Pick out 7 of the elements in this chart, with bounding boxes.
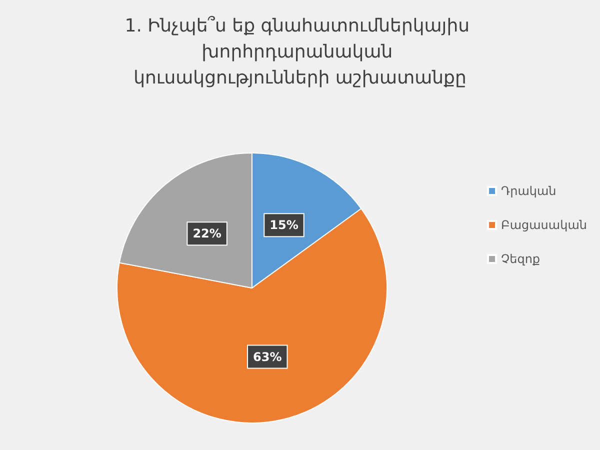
legend-label: Դրական [501, 184, 556, 198]
legend-label: Չեզոք [501, 252, 540, 266]
data-label: 15% [270, 218, 298, 232]
legend-label: Բացասական [501, 218, 588, 232]
data-label: 63% [253, 350, 282, 364]
data-label: 22% [192, 226, 222, 241]
chart-title: 1. Ինչպե՞ս եք գնահատումներկայիս խորհրդարանական կուսակցությունների աշխատանքը [124, 16, 476, 88]
